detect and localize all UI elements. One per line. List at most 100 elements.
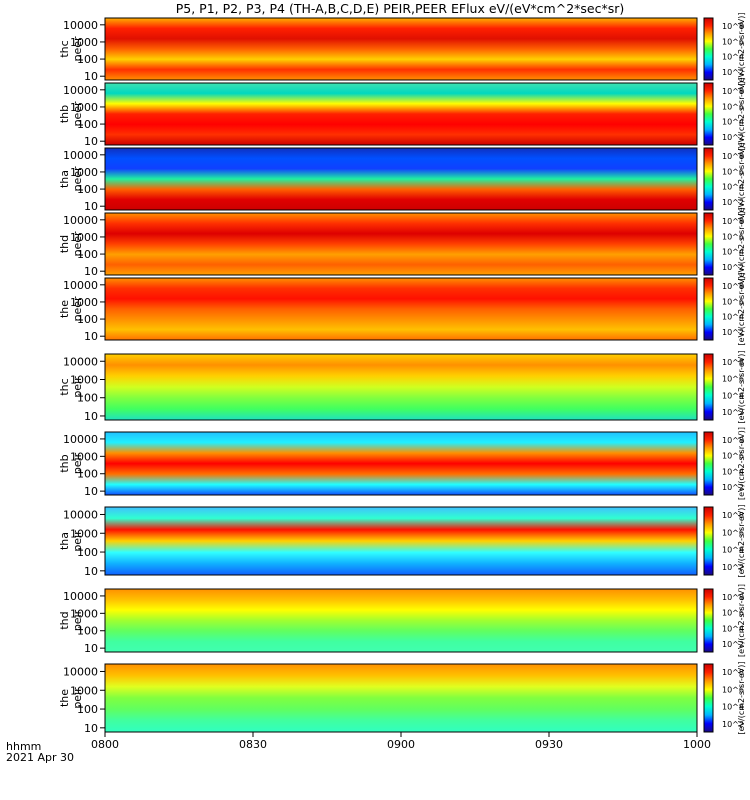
colorbar-label: [eV/(cm2-s-sr-eV)] [737, 272, 746, 345]
y-tick-label: 10 [84, 135, 98, 148]
panel-label: thepeir [58, 687, 84, 709]
y-tick-label: 1000 [70, 450, 98, 463]
y-tick-label: 1000 [70, 527, 98, 540]
colorbar-tick-label: 10^2 [722, 563, 744, 572]
colorbar [703, 277, 714, 341]
colorbar [703, 212, 714, 276]
spectrogram-image [105, 278, 697, 340]
colorbar [703, 82, 714, 146]
panel-label: thapeer [58, 166, 84, 192]
colorbar-tick-label: 10^8 [722, 436, 744, 445]
colorbar [703, 17, 714, 81]
colorbar [703, 147, 714, 211]
y-tick-label: 10 [84, 70, 98, 83]
panel-tha-peer: 10 100 1000 10000 thapeer 10^2 10^4 10^6 10^8[eV… [58, 142, 746, 215]
colorbar [703, 663, 714, 733]
spectrogram-image [105, 83, 697, 145]
colorbar-tick-label: 10^4 [722, 313, 744, 322]
spectrogram-image [105, 18, 697, 80]
y-tick-label: 10000 [63, 665, 98, 678]
x-tick-label: 1000 [683, 738, 711, 751]
panel-label: thcpeir [58, 376, 84, 398]
y-tick-label: 10 [84, 265, 98, 278]
colorbar-label: [eV/(cm2-s-sr-eV)] [737, 12, 746, 85]
y-tick-label: 10 [84, 642, 98, 655]
colorbar-tick-label: 10^2 [722, 198, 744, 207]
y-tick-label: 10 [84, 485, 98, 498]
panel-thb-peir: 10 100 1000 10000 thbpeir 10^2 10^4 10^6 10^8[eV… [58, 427, 746, 500]
y-tick-label: 10000 [63, 279, 98, 292]
y-tick-label: 100 [77, 703, 98, 716]
x-axis-label-date: 2021 Apr 30 [6, 751, 74, 764]
y-tick-label: 100 [77, 53, 98, 66]
colorbar-tick-label: 10^4 [722, 703, 744, 712]
panel-the-peir: 10 100 1000 10000 thepeir 10^2 10^4 10^6 10^8[eV… [58, 661, 746, 734]
y-tick-label: 1000 [70, 373, 98, 386]
colorbar-tick-label: 10^8 [722, 358, 744, 367]
colorbar-tick-label: 10^4 [722, 118, 744, 127]
panel-label: thapeir [58, 530, 84, 552]
colorbar-label: [eV/(cm2-s-sr-eV)] [737, 427, 746, 500]
colorbar-tick-label: 10^4 [722, 546, 744, 555]
panel-frame [104, 147, 698, 211]
x-tick-label: 0830 [239, 738, 267, 751]
panel-frame [104, 17, 698, 81]
y-tick-label: 10 [84, 722, 98, 735]
spectrogram-image [105, 432, 697, 495]
panel-thd-peer: 10 100 1000 10000 thdpeer 10^2 10^4 10^6 10^8[eV… [58, 207, 746, 280]
y-tick-label: 10000 [63, 590, 98, 603]
spectrogram-image [105, 213, 697, 275]
spectrogram-image [105, 589, 697, 652]
x-tick-label: 0900 [387, 738, 415, 751]
panel-frame [104, 353, 698, 421]
colorbar-tick-label: 10^6 [722, 297, 744, 306]
x-axis: 0800 0830 0900 0930 1000 [91, 732, 711, 751]
colorbar-tick-label: 10^2 [722, 720, 744, 729]
spectrogram-image [105, 507, 697, 575]
x-axis-label-hhmm: hhmm [6, 740, 41, 753]
spectrogram-image [105, 664, 697, 732]
y-tick-label: 1000 [70, 36, 98, 49]
colorbar-tick-label: 10^8 [722, 22, 744, 31]
y-tick-label: 100 [77, 468, 98, 481]
colorbar [703, 506, 714, 576]
colorbar-tick-label: 10^4 [722, 248, 744, 257]
spectrogram-image [105, 148, 697, 210]
panel-label: thdpeer [58, 231, 84, 257]
y-tick-label: 1000 [70, 231, 98, 244]
colorbar-tick-label: 10^2 [722, 328, 744, 337]
colorbar-label: [eV/(cm2-s-sr-eV)] [737, 350, 746, 423]
panel-frame [104, 277, 698, 341]
y-tick-label: 100 [77, 625, 98, 638]
colorbar-tick-label: 10^4 [722, 391, 744, 400]
y-tick-label: 1000 [70, 101, 98, 114]
panel-frame [104, 506, 698, 576]
colorbar-tick-label: 10^2 [722, 133, 744, 142]
panel-thd-peir: 10 100 1000 10000 thdpeir 10^2 10^4 10^6 10^8[eV… [58, 584, 746, 657]
colorbar-tick-label: 10^6 [722, 609, 744, 618]
colorbar [703, 353, 714, 421]
y-tick-label: 1000 [70, 296, 98, 309]
y-tick-label: 10000 [63, 508, 98, 521]
panel-the-peer: 10 100 1000 10000 thepeer 10^2 10^4 10^6 10^8[eV… [58, 272, 746, 345]
panel-label: thepeer [58, 296, 84, 322]
colorbar-tick-label: 10^4 [722, 183, 744, 192]
panel-label: thbpeir [58, 452, 84, 474]
colorbar-tick-label: 10^6 [722, 685, 744, 694]
y-tick-label: 10000 [63, 19, 98, 32]
panel-thc-peer: 10 100 1000 10000 thcpeer 10^2 10^4 10^6 10^8[eV… [58, 12, 746, 85]
y-tick-label: 100 [77, 183, 98, 196]
colorbar-tick-label: 10^2 [722, 68, 744, 77]
panel-thc-peir: 10 100 1000 10000 thcpeir 10^2 10^4 10^6 10^8[eV… [58, 350, 746, 423]
colorbar-tick-label: 10^6 [722, 37, 744, 46]
panel-frame [104, 212, 698, 276]
colorbar-tick-label: 10^4 [722, 467, 744, 476]
y-tick-label: 100 [77, 118, 98, 131]
colorbar-tick-label: 10^4 [722, 624, 744, 633]
colorbar-tick-label: 10^2 [722, 483, 744, 492]
colorbar-tick-label: 10^8 [722, 217, 744, 226]
colorbar-tick-label: 10^2 [722, 263, 744, 272]
y-tick-label: 1000 [70, 607, 98, 620]
colorbar-tick-label: 10^2 [722, 408, 744, 417]
